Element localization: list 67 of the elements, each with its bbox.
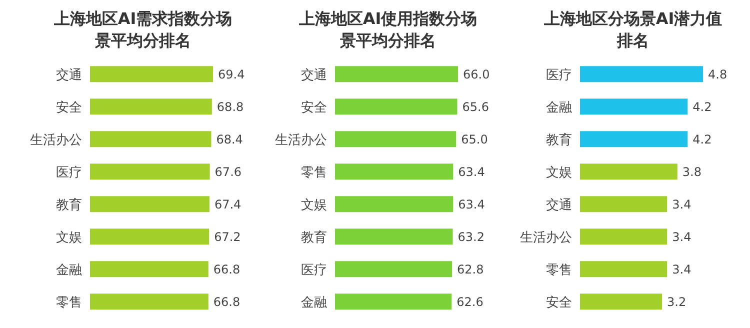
bar bbox=[335, 228, 453, 245]
y-tick-label: 安全 bbox=[546, 294, 572, 310]
bar bbox=[335, 66, 458, 82]
y-tick-label: 教育 bbox=[301, 229, 327, 246]
data-label: 67.2 bbox=[214, 230, 241, 244]
bar bbox=[580, 294, 662, 310]
y-tick-label: 文娱 bbox=[546, 165, 572, 180]
bar bbox=[580, 98, 688, 115]
bar bbox=[335, 196, 454, 212]
data-label: 65.0 bbox=[461, 132, 488, 146]
y-tick-label: 零售 bbox=[546, 262, 572, 278]
data-label: 68.8 bbox=[216, 100, 244, 114]
bar bbox=[335, 164, 454, 180]
data-label: 63.2 bbox=[458, 230, 484, 244]
data-label: 4.2 bbox=[692, 132, 712, 146]
bar bbox=[580, 131, 688, 148]
data-label: 67.6 bbox=[214, 164, 242, 179]
data-label: 66.0 bbox=[463, 67, 490, 82]
y-tick-label: 生活办公 bbox=[275, 132, 327, 148]
y-tick-label: 教育 bbox=[546, 132, 572, 148]
y-tick-label: 医疗 bbox=[546, 68, 572, 83]
y-tick-label: 安全 bbox=[301, 99, 327, 116]
data-label: 62.8 bbox=[457, 262, 484, 276]
data-label: 4.8 bbox=[708, 67, 728, 82]
data-label: 4.2 bbox=[692, 100, 712, 114]
data-label: 66.8 bbox=[213, 262, 240, 276]
y-tick-label: 零售 bbox=[56, 295, 82, 310]
bar bbox=[335, 294, 452, 310]
y-tick-label: 生活办公 bbox=[30, 132, 82, 148]
bar bbox=[335, 98, 458, 115]
y-tick-label: 金融 bbox=[546, 100, 572, 116]
data-label: 3.2 bbox=[667, 294, 686, 309]
y-tick-label: 文娱 bbox=[56, 230, 82, 246]
chart-title: 上海地区AI需求指数分场景平均分排名 bbox=[52, 8, 234, 52]
data-label: 66.8 bbox=[213, 294, 240, 309]
data-label: 62.6 bbox=[456, 294, 484, 309]
bar bbox=[580, 228, 668, 245]
y-tick-label: 安全 bbox=[56, 99, 82, 116]
y-tick-label: 教育 bbox=[56, 196, 82, 213]
y-tick-label: 文娱 bbox=[301, 198, 327, 213]
y-tick-label: 生活办公 bbox=[520, 230, 572, 246]
bar bbox=[335, 131, 456, 148]
data-label: 63.4 bbox=[458, 164, 485, 179]
data-label: 68.4 bbox=[216, 132, 243, 146]
bar bbox=[580, 196, 668, 212]
chart-title: 上海地区AI使用指数分场景平均分排名 bbox=[298, 8, 478, 52]
y-tick-label: 交通 bbox=[546, 196, 572, 213]
data-label: 69.4 bbox=[218, 67, 245, 82]
data-label: 3.4 bbox=[672, 230, 692, 244]
bar bbox=[335, 261, 452, 278]
y-tick-label: 金融 bbox=[56, 262, 82, 278]
y-tick-label: 零售 bbox=[301, 165, 327, 180]
y-tick-label: 交通 bbox=[301, 66, 327, 83]
data-label: 67.4 bbox=[214, 197, 242, 212]
data-label: 3.8 bbox=[682, 164, 702, 179]
data-label: 63.4 bbox=[458, 197, 485, 212]
y-tick-label: 医疗 bbox=[301, 262, 327, 278]
data-label: 3.4 bbox=[672, 197, 692, 212]
bar bbox=[580, 164, 678, 180]
y-tick-label: 交通 bbox=[56, 66, 82, 83]
y-tick-label: 医疗 bbox=[56, 165, 82, 180]
bar bbox=[580, 261, 668, 278]
data-label: 65.6 bbox=[462, 100, 489, 114]
y-tick-label: 金融 bbox=[301, 295, 327, 310]
bar bbox=[580, 66, 703, 82]
data-label: 3.4 bbox=[672, 262, 692, 276]
chart-title: 上海地区分场景AI潜力值排名 bbox=[542, 8, 724, 52]
